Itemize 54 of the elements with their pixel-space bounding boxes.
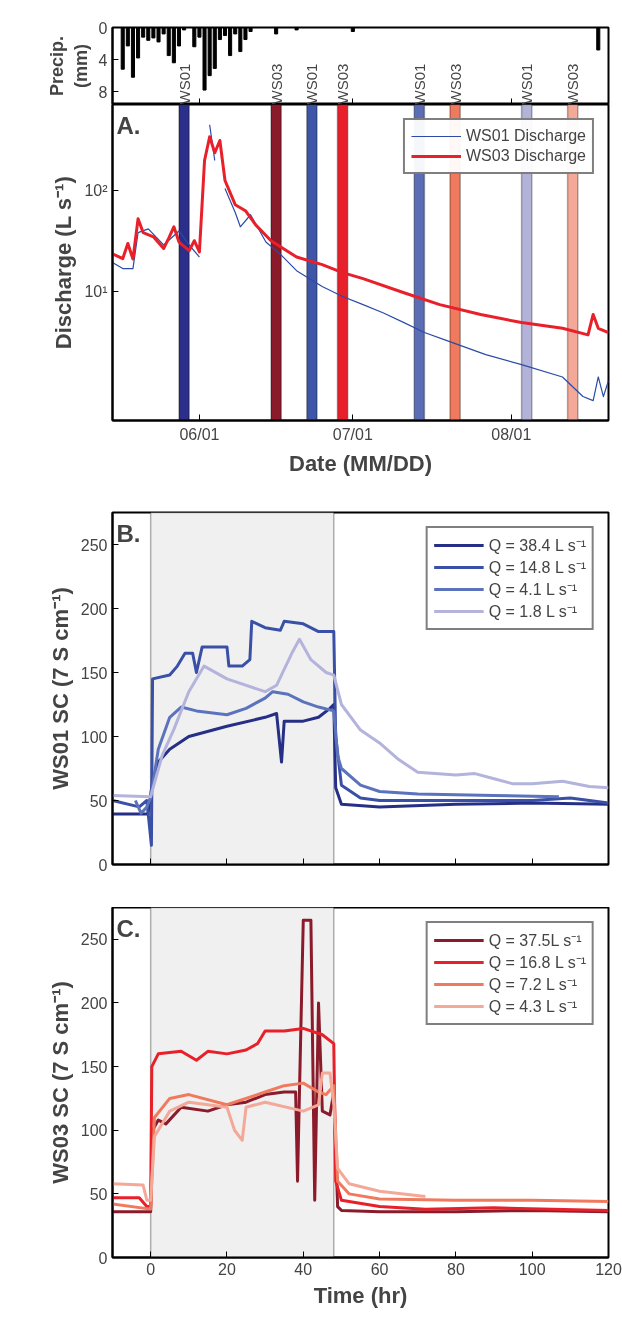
y-tick-label: 250 — [80, 931, 108, 949]
y-tick-label: 0 — [98, 1249, 108, 1267]
x-tick-label: 80 — [446, 1260, 465, 1278]
legend-label: Q = 4.3 L s⁻¹ — [488, 997, 578, 1017]
y-tick-label: 10² — [84, 182, 109, 200]
y-tick-label: 0 — [98, 856, 108, 874]
band-label: WS01 — [303, 63, 321, 105]
x-tick-label: 0 — [146, 1260, 156, 1278]
x-axis-title: Date (MM/DD) — [289, 450, 433, 476]
band-label: WS01 — [175, 63, 193, 105]
y-tick-label: 0 — [98, 19, 108, 37]
y-tick-label: 50 — [89, 1185, 108, 1203]
y-tick-label: 100 — [80, 728, 108, 746]
x-tick-label: 20 — [218, 1260, 236, 1278]
band-label: WS03 — [446, 63, 464, 105]
x-tick-label: 120 — [595, 1260, 622, 1278]
y-tick-label: 150 — [80, 664, 108, 682]
band-label: WS01 — [410, 63, 428, 105]
legend-label: Q = 37.5L s⁻¹ — [488, 931, 582, 951]
y-tick-label: 150 — [80, 1058, 108, 1076]
y-tick-label: 200 — [80, 994, 108, 1012]
annotation: A. — [116, 111, 141, 139]
legend-label: WS03 Discharge — [465, 147, 586, 165]
y-tick-label: 100 — [80, 1122, 108, 1140]
y-axis-title: WS03 SC (7 S cm⁻¹) — [47, 981, 73, 1184]
band-label: WS03 — [564, 63, 582, 105]
y-tick-label: 10¹ — [84, 282, 108, 300]
legend-label: Q = 7.2 L s⁻¹ — [488, 975, 578, 995]
x-tick-label: 06/01 — [179, 425, 220, 443]
legend-label: Q = 14.8 L s⁻¹ — [488, 558, 586, 578]
x-tick-label: 60 — [370, 1260, 389, 1278]
legend-label: WS01 Discharge — [465, 127, 586, 145]
band-label: WS03 — [267, 63, 285, 105]
legend-label: Q = 16.8 L s⁻¹ — [488, 953, 586, 973]
x-tick-label: 08/01 — [491, 425, 532, 443]
x-axis-title: Time (hr) — [313, 1282, 408, 1308]
y-tick-label: 8 — [98, 83, 108, 101]
y-axis-title: Precip. (mm) — [46, 35, 91, 97]
band-label: WS01 — [518, 63, 536, 105]
y-tick-label: 250 — [80, 536, 108, 554]
y-tick-label: 200 — [80, 600, 108, 618]
legend-label: Q = 38.4 L s⁻¹ — [488, 536, 586, 556]
y-tick-label: 50 — [89, 792, 108, 810]
x-tick-label: 40 — [294, 1260, 313, 1278]
annotation: C. — [116, 914, 141, 942]
y-tick-label: 4 — [98, 51, 108, 69]
x-tick-label: 100 — [518, 1260, 546, 1278]
annotation: B. — [116, 519, 141, 547]
y-axis-title: Discharge (L s⁻¹) — [51, 176, 77, 350]
x-tick-label: 07/01 — [332, 425, 373, 443]
legend-label: Q = 4.1 L s⁻¹ — [488, 580, 578, 600]
y-axis-title: WS01 SC (7 S cm⁻¹) — [47, 587, 73, 790]
band-label: WS03 — [334, 63, 352, 105]
legend-label: Q = 1.8 L s⁻¹ — [488, 602, 578, 622]
